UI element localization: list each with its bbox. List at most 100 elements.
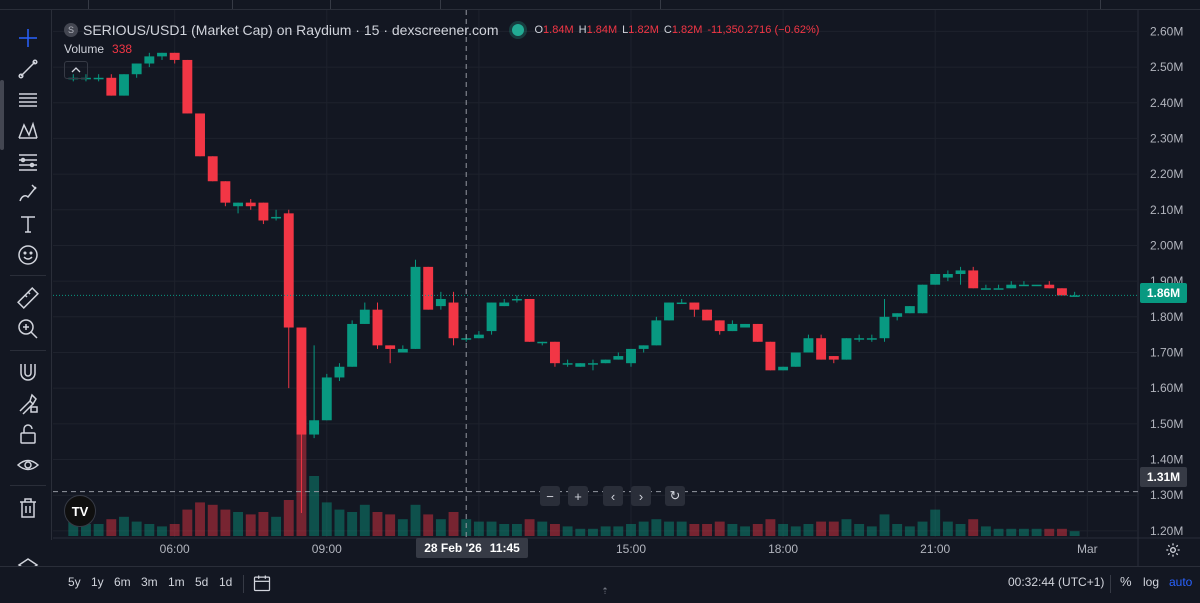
volume-bar bbox=[638, 521, 649, 536]
candle-body bbox=[930, 274, 941, 285]
chart-legend: S SERIOUS/USD1 (Market Cap) on Raydium ·… bbox=[64, 20, 819, 40]
volume-bar bbox=[588, 528, 598, 536]
zoom-in-icon[interactable] bbox=[14, 315, 42, 343]
panel-scroll-handle[interactable] bbox=[0, 80, 4, 150]
log-scale-toggle[interactable]: log bbox=[1143, 575, 1160, 589]
scroll-right-button[interactable]: › bbox=[631, 486, 651, 506]
range-1m-button[interactable]: 1m bbox=[168, 575, 185, 589]
horizontal-lines-icon[interactable] bbox=[14, 86, 42, 114]
candle-body bbox=[499, 302, 510, 307]
tradingview-logo[interactable]: TV bbox=[64, 495, 96, 527]
trash-icon[interactable] bbox=[14, 494, 42, 522]
y-tick-label: 1.50M bbox=[1150, 417, 1183, 431]
candle-body bbox=[816, 338, 827, 360]
candle-body bbox=[955, 270, 966, 274]
volume-bar bbox=[93, 524, 104, 536]
candle-body bbox=[144, 56, 155, 64]
top-toolbar-strip bbox=[0, 0, 1200, 10]
candle-body bbox=[473, 334, 484, 339]
percent-scale-toggle[interactable]: % bbox=[1120, 574, 1132, 589]
candle-body bbox=[195, 113, 205, 157]
volume-bar bbox=[816, 521, 827, 536]
candle-body bbox=[271, 216, 282, 219]
y-tick-label: 2.20M bbox=[1150, 167, 1183, 181]
volume-bar bbox=[220, 509, 231, 536]
candle-body bbox=[511, 298, 522, 301]
zoom-in-button[interactable]: + bbox=[568, 486, 588, 506]
candle-body bbox=[588, 363, 598, 365]
symbol-title[interactable]: SERIOUS/USD1 (Market Cap) on Raydium · 1… bbox=[83, 22, 499, 38]
volume-bar bbox=[790, 526, 801, 536]
candle-body bbox=[169, 52, 180, 60]
text-icon[interactable] bbox=[14, 210, 42, 238]
calendar-icon[interactable] bbox=[252, 573, 272, 593]
volume-bar bbox=[283, 500, 294, 536]
candle-body bbox=[803, 338, 814, 353]
brush-icon[interactable] bbox=[14, 179, 42, 207]
candle-body bbox=[841, 338, 852, 360]
scroll-left-button[interactable]: ‹ bbox=[603, 486, 623, 506]
range-5y-button[interactable]: 5y bbox=[68, 575, 81, 589]
y-tick-label: 2.00M bbox=[1150, 238, 1183, 252]
range-6m-button[interactable]: 6m bbox=[114, 575, 131, 589]
volume-bar bbox=[182, 509, 193, 536]
candle-body bbox=[359, 309, 370, 324]
volume-bar bbox=[207, 504, 218, 536]
crosshair-icon[interactable] bbox=[14, 24, 42, 52]
pane-resize-handle[interactable]: ⇡ bbox=[601, 586, 609, 596]
price-chart[interactable]: 1.20M1.30M1.40M1.50M1.60M1.70M1.80M1.90M… bbox=[0, 0, 1200, 566]
volume-bar bbox=[828, 521, 839, 536]
volume-bar bbox=[81, 524, 91, 536]
ruler-icon[interactable] bbox=[14, 284, 42, 312]
volume-bar bbox=[195, 502, 205, 536]
trend-line-icon[interactable] bbox=[14, 55, 42, 83]
timezone-clock[interactable]: 00:32:44 (UTC+1) bbox=[1008, 575, 1105, 589]
fib-icon[interactable] bbox=[14, 148, 42, 176]
open-key: O bbox=[534, 24, 544, 36]
volume-bar bbox=[904, 526, 915, 536]
close-value: 1.82M bbox=[671, 24, 703, 36]
candle-body bbox=[1031, 284, 1042, 287]
bottom-divider bbox=[243, 575, 244, 593]
collapse-legend-button[interactable] bbox=[64, 61, 88, 79]
range-1y-button[interactable]: 1y bbox=[91, 575, 104, 589]
volume-bar bbox=[980, 526, 991, 536]
chart-settings-icon[interactable] bbox=[1162, 540, 1184, 560]
candle-body bbox=[283, 213, 294, 328]
bottom-toolbar: 5y 1y 6m 3m 1m 5d 1d 00:32:44 (UTC+1) % … bbox=[0, 566, 1200, 603]
candle-body bbox=[119, 74, 129, 96]
volume-bar bbox=[626, 524, 636, 536]
volume-bar bbox=[245, 514, 256, 536]
volume-bar bbox=[385, 514, 396, 536]
volume-bar bbox=[866, 526, 877, 536]
lock-icon[interactable] bbox=[14, 420, 42, 448]
emoji-icon[interactable] bbox=[14, 241, 42, 269]
candle-body bbox=[410, 266, 421, 349]
candle-body bbox=[854, 338, 865, 340]
magnet-icon[interactable] bbox=[14, 358, 42, 386]
volume-bar bbox=[879, 514, 890, 536]
candle-body bbox=[689, 302, 700, 310]
volume-bar bbox=[803, 524, 814, 536]
range-5d-button[interactable]: 5d bbox=[195, 575, 209, 589]
candle-body bbox=[790, 352, 801, 367]
change-value: -11,350.2716 (−0.62%) bbox=[707, 24, 820, 36]
zoom-out-button[interactable]: − bbox=[540, 486, 560, 506]
symbol-badge[interactable]: S bbox=[64, 23, 78, 37]
volume-label: Volume bbox=[64, 42, 105, 56]
eye-icon[interactable] bbox=[14, 451, 42, 479]
x-tick-label: 21:00 bbox=[920, 542, 950, 556]
candle-body bbox=[626, 348, 636, 364]
auto-scale-toggle[interactable]: auto bbox=[1169, 575, 1193, 589]
reset-chart-button[interactable]: ↻ bbox=[665, 486, 685, 506]
range-1d-button[interactable]: 1d bbox=[219, 575, 233, 589]
candle-body bbox=[942, 274, 953, 278]
pattern-icon[interactable] bbox=[14, 117, 42, 145]
candle-body bbox=[524, 298, 535, 342]
volume-bar bbox=[157, 526, 167, 536]
crosshair-date: 28 Feb '26 bbox=[424, 541, 482, 555]
lock-drawing-icon[interactable] bbox=[14, 389, 42, 417]
range-3m-button[interactable]: 3m bbox=[141, 575, 158, 589]
volume-bar bbox=[740, 526, 751, 536]
volume-bar bbox=[841, 519, 852, 536]
